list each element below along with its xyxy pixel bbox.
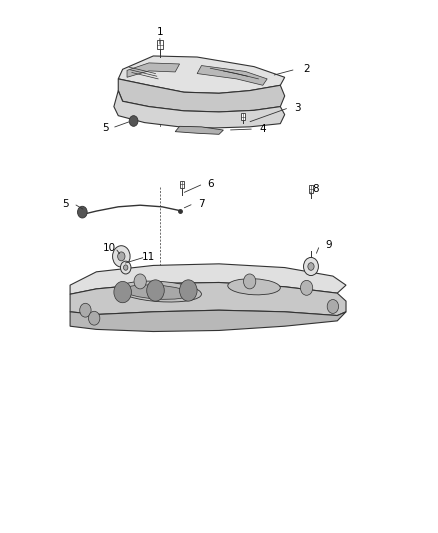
Text: 9: 9 [325, 240, 332, 250]
Text: 2: 2 [303, 64, 310, 74]
Bar [180, 181, 184, 188]
Polygon shape [70, 282, 346, 316]
Circle shape [134, 274, 146, 289]
Ellipse shape [118, 281, 201, 302]
Circle shape [118, 252, 125, 261]
Circle shape [120, 261, 131, 274]
Circle shape [114, 281, 131, 303]
Ellipse shape [124, 285, 190, 300]
Text: 5: 5 [102, 123, 109, 133]
Text: 11: 11 [142, 252, 155, 262]
Text: 6: 6 [207, 179, 214, 189]
Circle shape [304, 257, 318, 276]
Polygon shape [70, 264, 346, 294]
Circle shape [113, 246, 130, 267]
Circle shape [180, 280, 197, 301]
Circle shape [244, 274, 256, 289]
Circle shape [300, 280, 313, 295]
Text: 8: 8 [312, 184, 319, 194]
Polygon shape [70, 310, 346, 332]
Text: 10: 10 [103, 243, 116, 253]
Bar [309, 185, 313, 192]
Polygon shape [114, 91, 285, 128]
Polygon shape [175, 126, 223, 134]
Bar [241, 114, 245, 120]
Bar [157, 40, 162, 50]
Circle shape [88, 311, 100, 325]
Text: 1: 1 [156, 27, 163, 37]
Circle shape [308, 263, 314, 270]
Polygon shape [118, 56, 285, 93]
Polygon shape [118, 79, 285, 112]
Text: 7: 7 [198, 199, 205, 208]
Text: 3: 3 [294, 103, 301, 112]
Text: 5: 5 [62, 199, 69, 208]
Ellipse shape [228, 279, 280, 295]
Text: 4: 4 [259, 124, 266, 134]
Polygon shape [127, 63, 180, 77]
Circle shape [124, 265, 128, 270]
Circle shape [147, 280, 164, 301]
Circle shape [327, 300, 339, 313]
Circle shape [80, 303, 91, 317]
Circle shape [129, 116, 138, 126]
Circle shape [78, 206, 87, 218]
Polygon shape [197, 66, 267, 85]
